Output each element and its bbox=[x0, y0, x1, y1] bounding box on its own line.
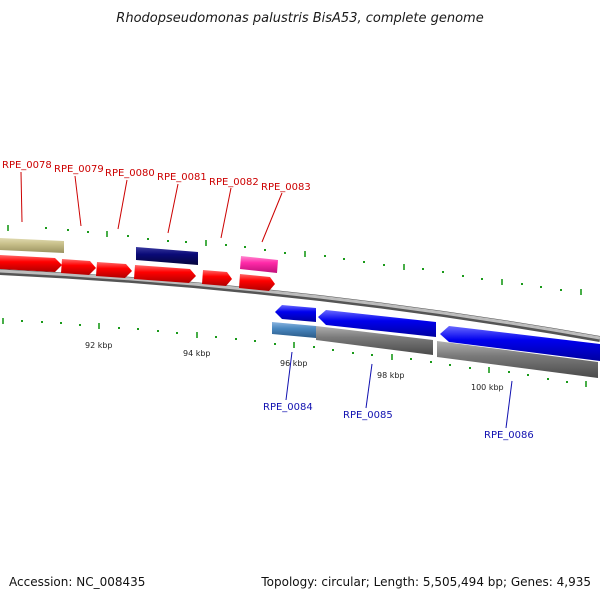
gene-label[interactable]: RPE_0079 bbox=[54, 164, 104, 175]
gene-RPE_0081[interactable] bbox=[136, 247, 198, 265]
topology-text: Topology: circular; Length: 5,505,494 bp… bbox=[260, 575, 591, 589]
gene-RPE_0083[interactable] bbox=[240, 256, 278, 273]
gene-RPE_0086[interactable] bbox=[440, 326, 600, 361]
gene-RPE_0085[interactable] bbox=[318, 310, 436, 337]
gene-RPE_0078[interactable] bbox=[0, 238, 64, 253]
gene-label[interactable]: RPE_0080 bbox=[105, 168, 155, 179]
forward-gene-labels: RPE_0078 RPE_0079 RPE_0080 RPE_0081 RPE_… bbox=[2, 160, 311, 243]
gene-label[interactable]: RPE_0084 bbox=[263, 402, 313, 413]
scale-label: 96 kbp bbox=[280, 359, 308, 368]
lower-scale-ticks bbox=[2, 318, 587, 387]
gene-label[interactable]: RPE_0086 bbox=[484, 430, 534, 441]
forward-red-cds[interactable] bbox=[0, 255, 275, 291]
gene-label[interactable]: RPE_0085 bbox=[343, 410, 393, 421]
gene-label[interactable]: RPE_0078 bbox=[2, 160, 52, 171]
upper-scale-ticks bbox=[7, 225, 582, 295]
gene-label[interactable]: RPE_0083 bbox=[261, 182, 311, 193]
gene-reverse-small[interactable] bbox=[275, 305, 316, 322]
reverse-gene-labels: RPE_0084 RPE_0085 RPE_0086 bbox=[263, 351, 534, 441]
gene-RPE_0084[interactable] bbox=[272, 322, 316, 338]
page-title: Rhodopseudomonas palustris BisA53, compl… bbox=[116, 11, 483, 26]
scale-label: 98 kbp bbox=[377, 371, 405, 380]
gene-label[interactable]: RPE_0082 bbox=[209, 177, 259, 188]
scale-label: 94 kbp bbox=[183, 349, 211, 358]
accession-text: Accession: NC_008435 bbox=[9, 575, 145, 589]
genome-backbone bbox=[0, 269, 600, 342]
reverse-cds-bars[interactable] bbox=[316, 326, 598, 378]
scale-label: 100 kbp bbox=[471, 383, 504, 392]
gene-label[interactable]: RPE_0081 bbox=[157, 172, 207, 183]
scale-label: 92 kbp bbox=[85, 341, 113, 350]
